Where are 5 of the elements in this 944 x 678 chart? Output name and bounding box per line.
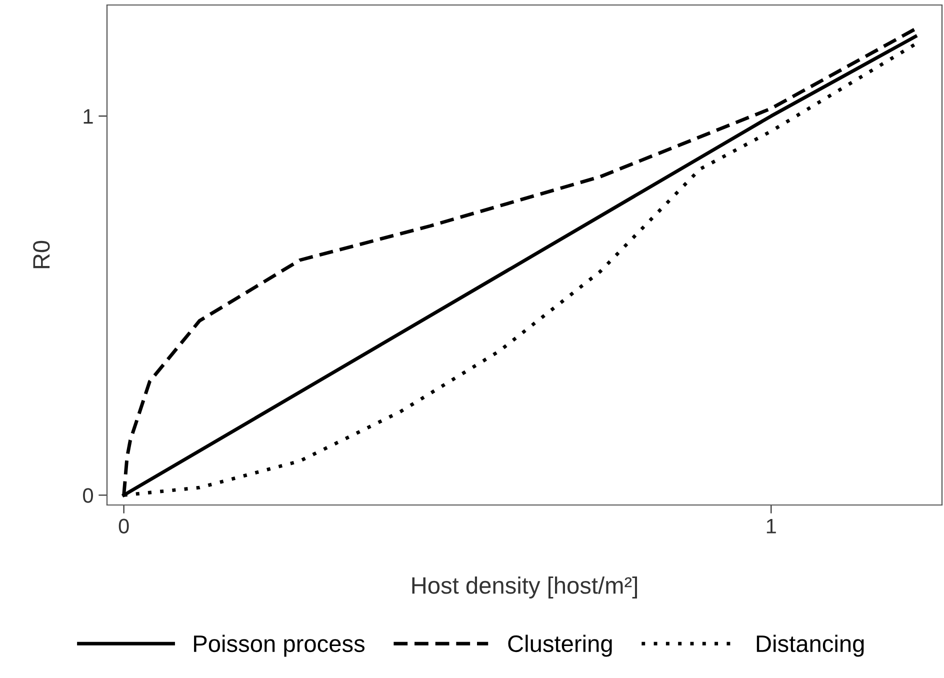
y-axis-title: R0 [33, 240, 50, 268]
legend-label: Clustering [508, 634, 612, 657]
legend-label: Distancing [756, 634, 864, 657]
x-axis-title: Host density [host/m²] [412, 576, 637, 599]
legend-label: Poisson process [194, 634, 365, 657]
